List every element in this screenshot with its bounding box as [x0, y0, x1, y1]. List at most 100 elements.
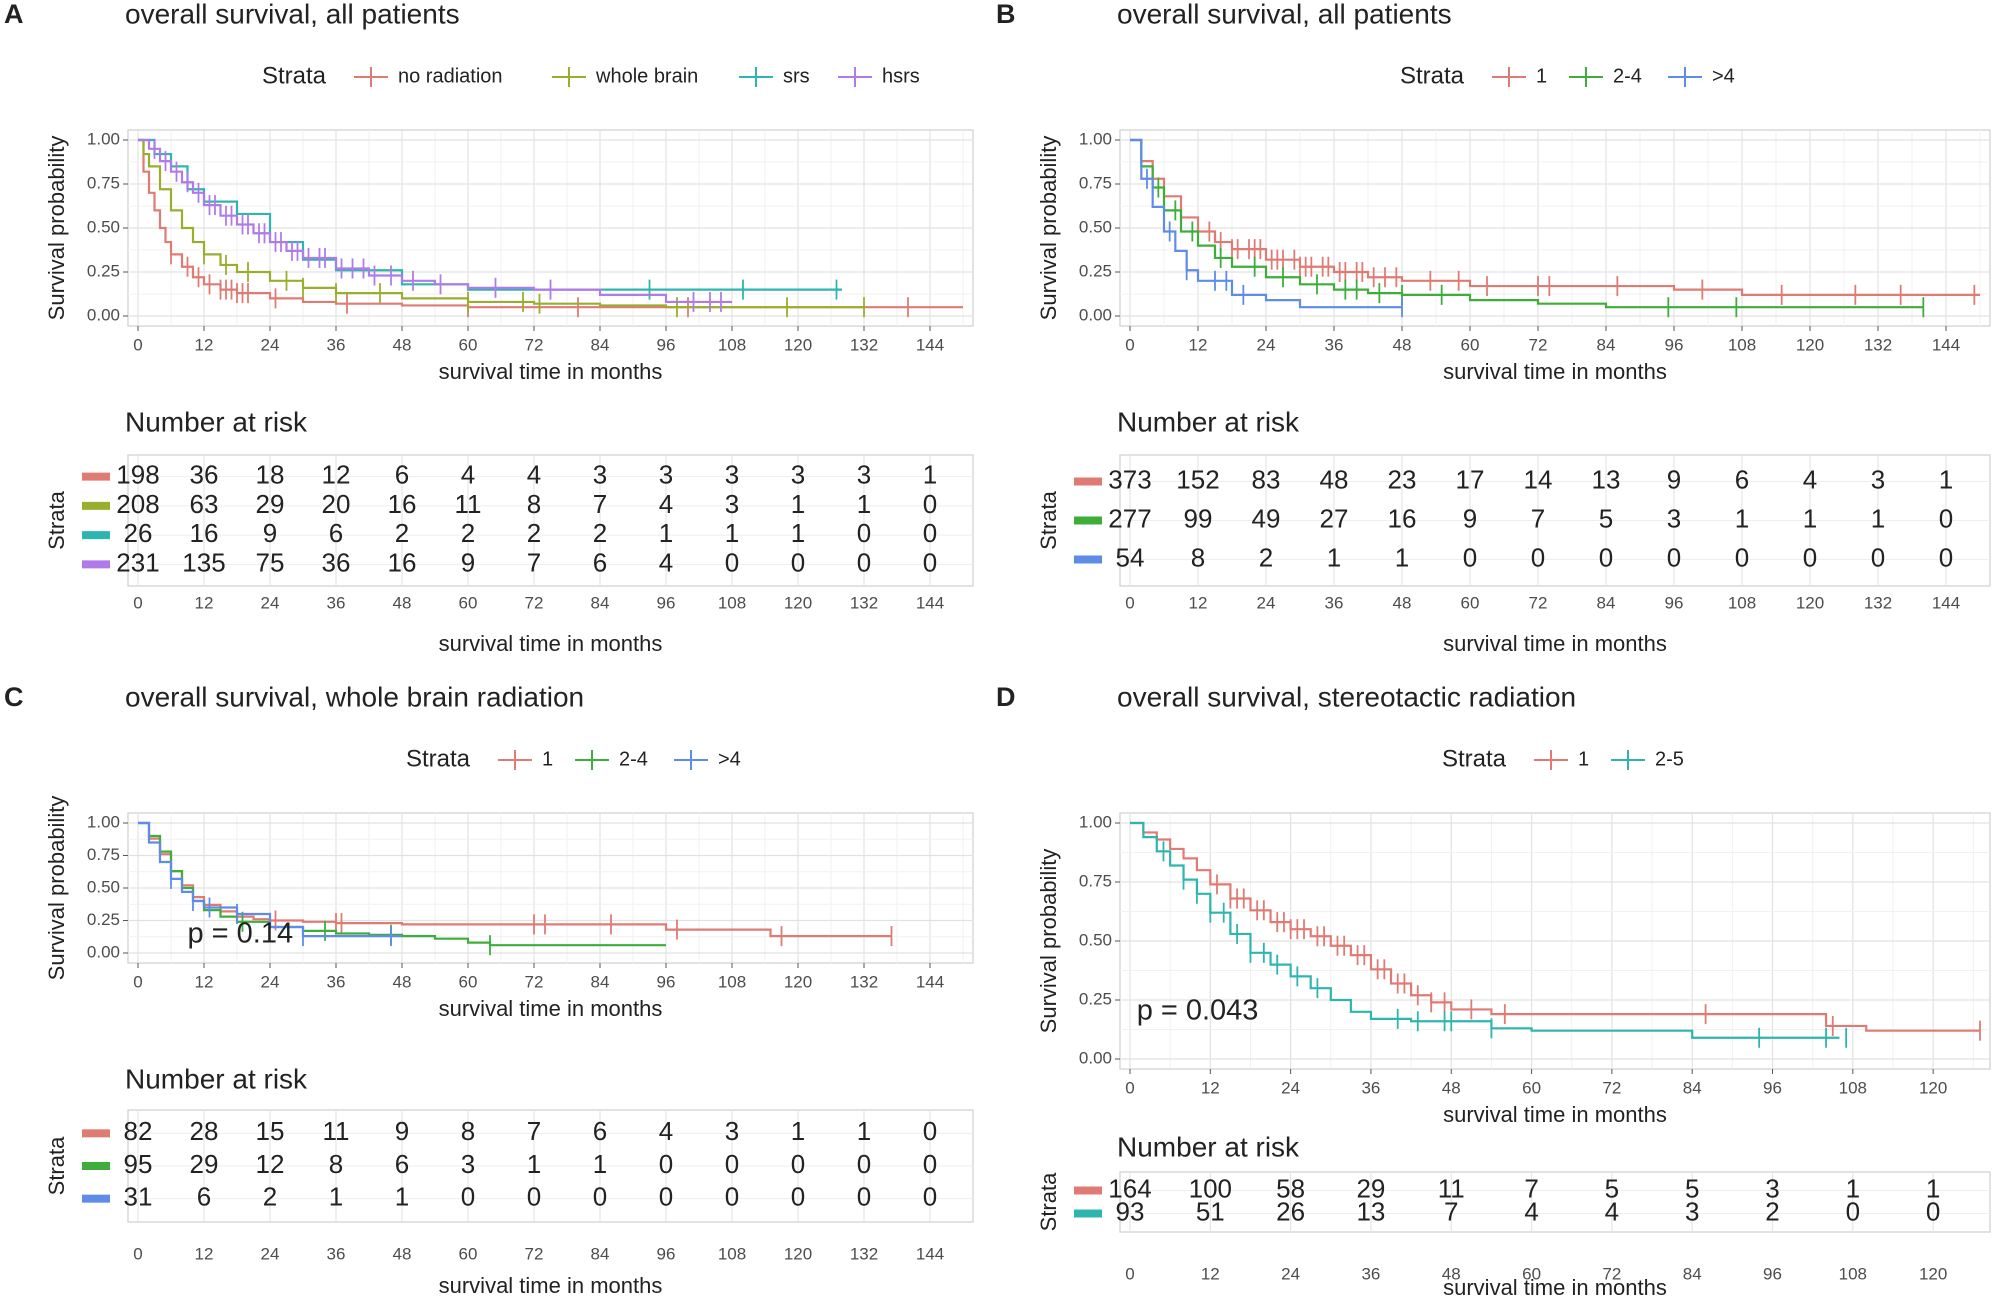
risk-table-title: Number at risk: [125, 406, 308, 437]
risk-count: 4: [1803, 464, 1817, 494]
y-tick-label: 0.25: [87, 910, 120, 929]
legend-title: Strata: [1400, 62, 1465, 89]
risk-x-tick-label: 108: [718, 593, 746, 612]
risk-count: 0: [593, 1182, 607, 1212]
risk-count: 1: [395, 1182, 409, 1212]
risk-count: 8: [461, 1116, 475, 1146]
risk-count: 23: [1388, 464, 1417, 494]
risk-count: 0: [1939, 542, 1953, 572]
risk-count: 0: [923, 1182, 937, 1212]
risk-x-tick-label: 132: [850, 1244, 878, 1263]
risk-x-axis-label: survival time in months: [439, 631, 663, 656]
x-tick-label: 120: [784, 335, 812, 354]
risk-x-tick-label: 108: [1839, 1264, 1867, 1283]
risk-row-swatch: [82, 1129, 110, 1138]
risk-count: 6: [593, 547, 607, 577]
risk-count: 12: [256, 1149, 285, 1179]
risk-x-tick-label: 0: [1125, 1264, 1134, 1283]
y-tick-label: 0.75: [87, 173, 120, 192]
x-tick-label: 12: [195, 972, 214, 991]
risk-count: 26: [1276, 1196, 1305, 1226]
risk-count: 1: [527, 1149, 541, 1179]
legend-title: Strata: [262, 62, 327, 89]
risk-count: 2: [593, 518, 607, 548]
risk-count: 0: [1531, 542, 1545, 572]
x-tick-label: 72: [525, 335, 544, 354]
legend-title: Strata: [1442, 745, 1507, 772]
risk-count: 11: [323, 1116, 350, 1146]
risk-count: 31: [124, 1182, 153, 1212]
risk-count: 164: [1108, 1173, 1151, 1203]
risk-count: 7: [593, 489, 607, 519]
risk-x-tick-label: 60: [1522, 1264, 1541, 1283]
x-tick-label: 108: [1839, 1078, 1867, 1097]
x-axis-label: survival time in months: [1443, 359, 1667, 384]
x-tick-label: 132: [1864, 335, 1892, 354]
risk-count: 4: [659, 1116, 673, 1146]
risk-table-ylabel: Strata: [1036, 1172, 1061, 1231]
risk-table-ylabel: Strata: [1036, 490, 1061, 549]
risk-count: 3: [659, 460, 673, 490]
risk-row-swatch: [82, 501, 110, 510]
risk-count: 0: [1926, 1196, 1940, 1226]
x-tick-label: 132: [850, 335, 878, 354]
x-tick-label: 24: [261, 972, 280, 991]
risk-count: 0: [857, 1149, 871, 1179]
risk-count: 20: [322, 489, 351, 519]
panel-label: B: [996, 0, 1016, 29]
x-tick-label: 48: [393, 972, 412, 991]
y-tick-label: 0.75: [1079, 173, 1112, 192]
risk-count: 1: [923, 460, 937, 490]
risk-x-tick-label: 24: [1257, 593, 1276, 612]
risk-count: 0: [923, 489, 937, 519]
risk-x-tick-label: 48: [1393, 593, 1412, 612]
risk-count: 0: [791, 1149, 805, 1179]
risk-x-tick-label: 60: [1461, 593, 1480, 612]
risk-count: 99: [1184, 503, 1213, 533]
risk-count: 1: [791, 518, 805, 548]
risk-count: 0: [725, 1149, 739, 1179]
risk-count: 1: [1395, 542, 1409, 572]
risk-count: 0: [659, 1149, 673, 1179]
risk-x-tick-label: 84: [591, 593, 610, 612]
y-axis-label: Survival probability: [44, 136, 69, 321]
legend-label-2: 2-5: [1655, 748, 1684, 770]
risk-x-tick-label: 144: [916, 593, 944, 612]
legend-label-1: 1: [1578, 748, 1589, 770]
risk-count: 3: [791, 460, 805, 490]
series-1: [1130, 821, 1981, 1041]
risk-count: 5: [1605, 1173, 1619, 1203]
risk-count: 9: [263, 518, 277, 548]
x-tick-label: 0: [1125, 1078, 1134, 1097]
x-tick-label: 0: [133, 972, 142, 991]
risk-table-title: Number at risk: [1117, 406, 1300, 437]
risk-count: 5: [1599, 503, 1613, 533]
x-tick-label: 36: [1325, 335, 1344, 354]
risk-count: 0: [923, 547, 937, 577]
x-tick-label: 96: [1665, 335, 1684, 354]
y-tick-label: 0.00: [87, 942, 120, 961]
risk-count: 0: [857, 547, 871, 577]
risk-count: 17: [1456, 464, 1485, 494]
risk-x-tick-label: 132: [1864, 593, 1892, 612]
legend-label-2: 2-4: [619, 748, 648, 770]
risk-table-frame: [1119, 1171, 1991, 1233]
y-tick-label: 0.50: [1079, 217, 1112, 236]
legend-title: Strata: [406, 745, 471, 772]
risk-count: 11: [455, 489, 482, 519]
risk-count: 3: [593, 460, 607, 490]
risk-count: 6: [329, 518, 343, 548]
risk-count: 9: [395, 1116, 409, 1146]
panel-label: D: [996, 682, 1016, 712]
risk-count: 9: [461, 547, 475, 577]
risk-count: 0: [461, 1182, 475, 1212]
risk-count: 4: [527, 460, 541, 490]
risk-x-tick-label: 36: [1325, 593, 1344, 612]
risk-count: 8: [1191, 542, 1205, 572]
survival-curve: [1130, 821, 1840, 1039]
legend: Strata 1 2-4 >4: [1400, 62, 1735, 89]
risk-row-swatch: [82, 560, 110, 569]
x-tick-label: 84: [591, 972, 610, 991]
